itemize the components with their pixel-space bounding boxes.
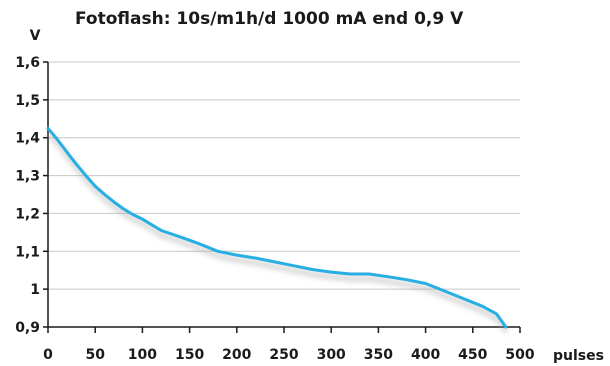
- grid: [48, 61, 520, 290]
- series-line-shadow: [47, 132, 509, 334]
- x-tick-label: 150: [175, 347, 204, 363]
- x-axis-label: pulses: [553, 348, 604, 364]
- x-tick-label: 400: [411, 347, 440, 363]
- y-tick-label: 1: [30, 282, 40, 298]
- x-tick-label: 300: [317, 347, 346, 363]
- x-tick-label: 450: [458, 347, 487, 363]
- y-tick-label: 1,4: [15, 131, 40, 147]
- x-tick-label: 100: [128, 347, 157, 363]
- y-tick-label: 1,5: [15, 93, 40, 109]
- y-axis-label: V: [30, 28, 41, 44]
- y-tick-label: 1,1: [15, 244, 40, 260]
- y-tick-label: 1,6: [15, 55, 40, 71]
- x-tick-label: 250: [269, 347, 298, 363]
- x-tick-label: 50: [85, 347, 105, 363]
- series-line: [46, 126, 508, 329]
- x-tick-label: 350: [364, 347, 393, 363]
- y-tick-label: 0,9: [15, 320, 40, 336]
- x-tick-label: 0: [43, 347, 53, 363]
- x-tick-label: 200: [222, 347, 251, 363]
- axes: [43, 61, 521, 333]
- x-tick-label: 500: [505, 347, 534, 363]
- y-tick-label: 1,3: [15, 169, 40, 185]
- series-layer: [46, 126, 509, 334]
- chart-title: Fotoflash: 10s/m1h/d 1000 mA end 0,9 V: [75, 9, 464, 29]
- y-tick-label: 1,2: [15, 206, 40, 222]
- tick-labels: 0,9 1 1,1 1,2 1,3 1,4 1,5 1,6 0 50 100 150 200 250 300…: [15, 55, 535, 363]
